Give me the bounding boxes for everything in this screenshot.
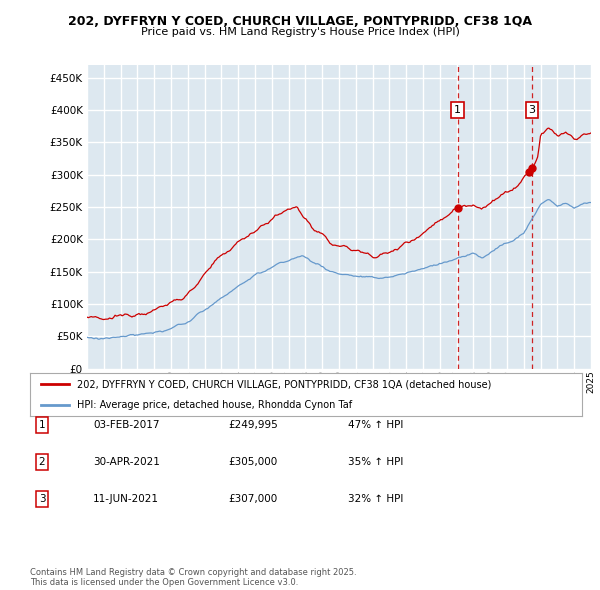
- Text: Price paid vs. HM Land Registry's House Price Index (HPI): Price paid vs. HM Land Registry's House …: [140, 27, 460, 37]
- Text: 1: 1: [454, 105, 461, 115]
- Text: 202, DYFFRYN Y COED, CHURCH VILLAGE, PONTYPRIDD, CF38 1QA: 202, DYFFRYN Y COED, CHURCH VILLAGE, PON…: [68, 15, 532, 28]
- Text: HPI: Average price, detached house, Rhondda Cynon Taf: HPI: Average price, detached house, Rhon…: [77, 401, 352, 410]
- Text: 202, DYFFRYN Y COED, CHURCH VILLAGE, PONTYPRIDD, CF38 1QA (detached house): 202, DYFFRYN Y COED, CHURCH VILLAGE, PON…: [77, 379, 491, 389]
- Text: 47% ↑ HPI: 47% ↑ HPI: [348, 420, 403, 430]
- Text: Contains HM Land Registry data © Crown copyright and database right 2025.
This d: Contains HM Land Registry data © Crown c…: [30, 568, 356, 587]
- Text: £249,995: £249,995: [228, 420, 278, 430]
- Text: 03-FEB-2017: 03-FEB-2017: [93, 420, 160, 430]
- Text: 35% ↑ HPI: 35% ↑ HPI: [348, 457, 403, 467]
- Text: 1: 1: [38, 420, 46, 430]
- Text: 32% ↑ HPI: 32% ↑ HPI: [348, 494, 403, 504]
- Text: 3: 3: [38, 494, 46, 504]
- Text: £305,000: £305,000: [228, 457, 277, 467]
- Text: 11-JUN-2021: 11-JUN-2021: [93, 494, 159, 504]
- Text: 3: 3: [529, 105, 536, 115]
- Text: £307,000: £307,000: [228, 494, 277, 504]
- Text: 2: 2: [38, 457, 46, 467]
- Text: 30-APR-2021: 30-APR-2021: [93, 457, 160, 467]
